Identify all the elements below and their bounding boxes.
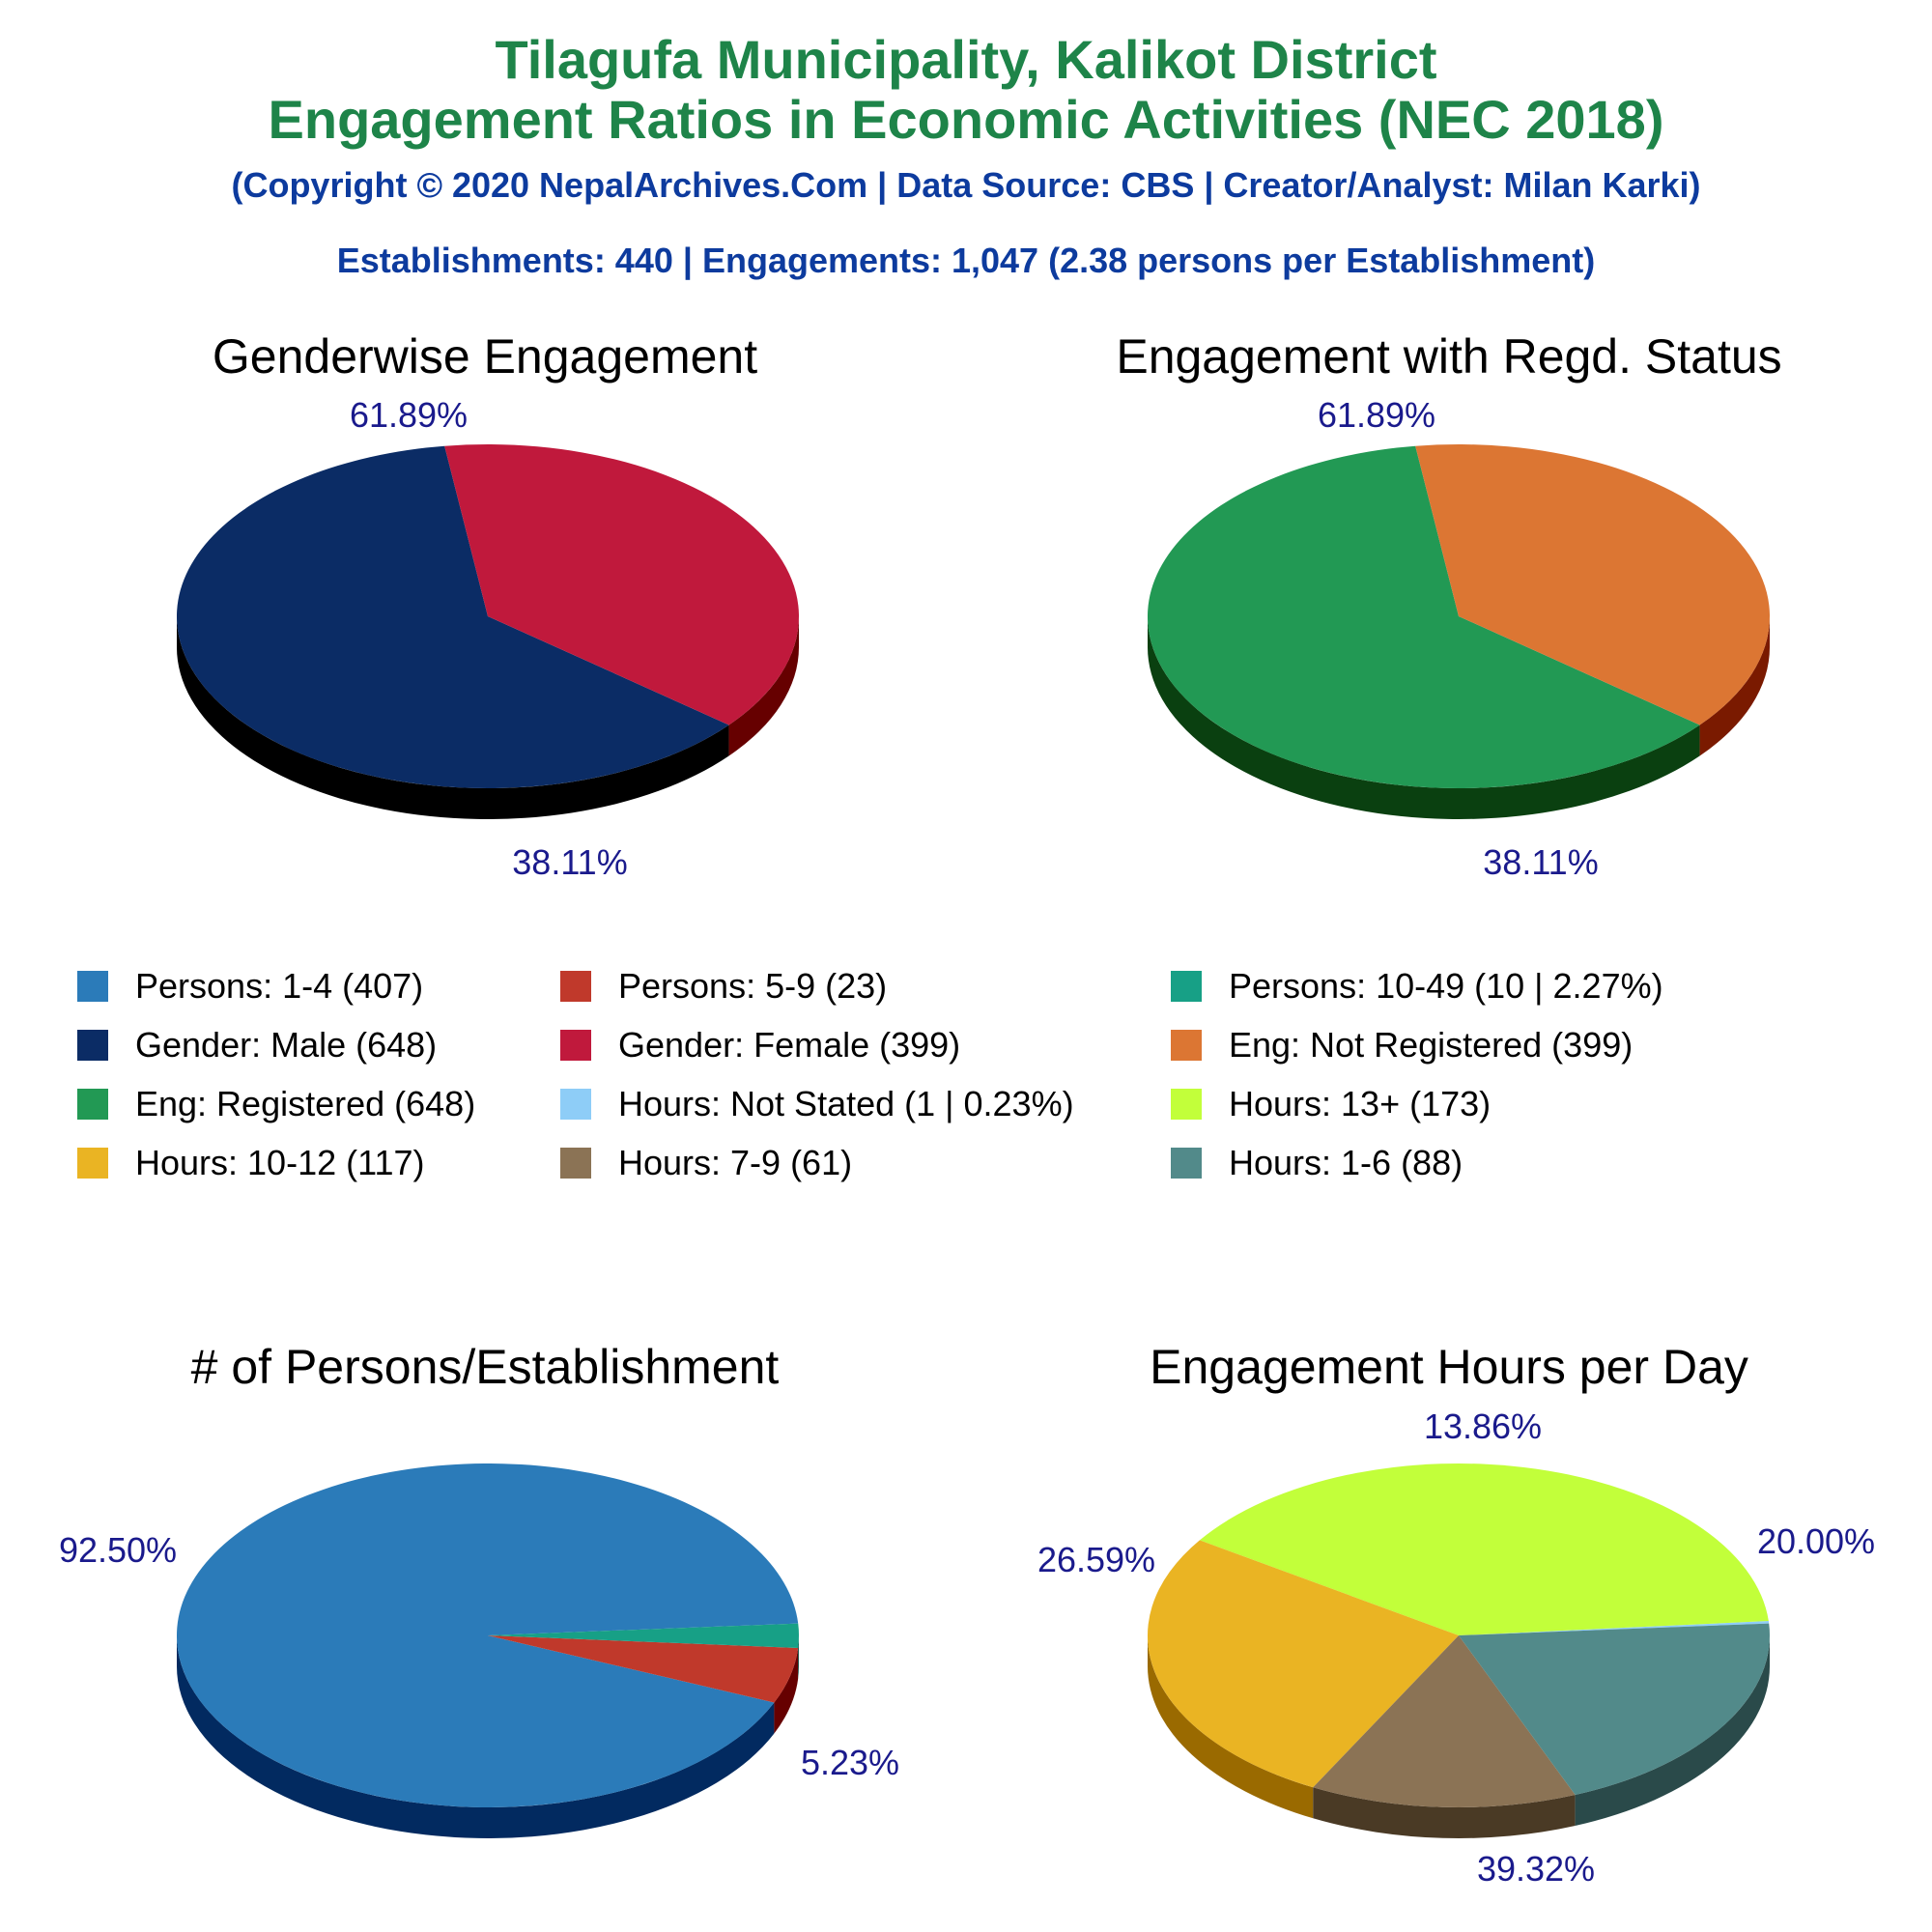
legend-swatch	[77, 1030, 108, 1061]
pie-side-eng-not-registered	[1699, 616, 1770, 756]
copyright-line: (Copyright © 2020 NepalArchives.Com | Da…	[231, 165, 1701, 205]
legend-swatch	[1171, 1030, 1202, 1061]
pie-title-regd: Engagement with Regd. Status	[1116, 329, 1782, 384]
pie-label: 26.59%	[1037, 1540, 1156, 1579]
pie-slice-persons-5-9	[488, 1635, 799, 1703]
pie-slice-persons-10-49	[488, 1623, 799, 1648]
legend-label: Eng: Registered (648)	[135, 1084, 476, 1123]
legend-label: Hours: 13+ (173)	[1229, 1084, 1492, 1123]
pie-side-hours-10-12	[1148, 1635, 1314, 1819]
pie-label: 92.50%	[58, 1530, 178, 1570]
legend-item: Eng: Not Registered (399)	[1171, 1025, 1633, 1065]
pie-slice-hours-13-	[1199, 1463, 1769, 1635]
legend-label: Hours: 10-12 (117)	[135, 1143, 425, 1182]
legend-item: Persons: 10-49 (10 | 2.27%)	[1171, 966, 1663, 1007]
pie-slice-persons-1-4	[177, 1463, 799, 1807]
pie-label: 5.23%	[800, 1743, 900, 1782]
pie-label: 38.11%	[1483, 842, 1599, 882]
pie-title-hours: Engagement Hours per Day	[1150, 1340, 1748, 1394]
pie-slice-hours-10-12	[1147, 1540, 1459, 1788]
legend-label: Hours: 7-9 (61)	[618, 1143, 853, 1182]
pie-side-gender-female	[728, 616, 800, 756]
pie-label: 61.89%	[349, 395, 469, 435]
pie-slice-gender-male	[176, 445, 729, 788]
legend-item: Hours: 1-6 (88)	[1171, 1143, 1463, 1183]
legend-item: Persons: 1-4 (407)	[77, 966, 423, 1007]
legend-item: Hours: 13+ (173)	[1171, 1084, 1491, 1124]
pie-slice-hours-7-9	[1313, 1635, 1576, 1808]
legend-swatch	[560, 971, 591, 1002]
main-title-line2: Engagement Ratios in Economic Activities…	[268, 89, 1664, 150]
pie-side-persons-5-9	[774, 1647, 799, 1734]
legend-item: Gender: Male (648)	[77, 1025, 437, 1065]
legend-item: Eng: Registered (648)	[77, 1084, 475, 1124]
legend-swatch	[560, 1089, 591, 1120]
pie-label: 20.00%	[1756, 1521, 1876, 1561]
pie-label: 38.11%	[512, 842, 628, 882]
legend-label: Persons: 1-4 (407)	[135, 966, 424, 1006]
legend-swatch	[77, 1089, 108, 1120]
legend-swatch	[77, 1148, 108, 1179]
summary-line: Establishments: 440 | Engagements: 1,047…	[336, 241, 1596, 280]
legend-swatch	[560, 1148, 591, 1179]
pie-side-hours-7-9	[1313, 1787, 1576, 1838]
legend-item: Persons: 5-9 (23)	[560, 966, 887, 1007]
legend-item: Hours: 7-9 (61)	[560, 1143, 852, 1183]
pie-slice-eng-registered	[1148, 445, 1700, 789]
legend-item: Hours: 10-12 (117)	[77, 1143, 424, 1183]
pie-label: 39.32%	[1476, 1849, 1596, 1889]
main-title-line1: Tilagufa Municipality, Kalikot District	[495, 29, 1437, 90]
legend-swatch	[77, 971, 108, 1002]
legend-swatch	[1171, 1089, 1202, 1120]
legend-label: Eng: Not Registered (399)	[1229, 1025, 1634, 1065]
pie-side-eng-registered	[1148, 616, 1700, 819]
pie-slice-hours-not-stated	[1459, 1621, 1770, 1635]
pie-side-gender-male	[176, 616, 729, 819]
legend-swatch	[1171, 971, 1202, 1002]
pie-title-gender: Genderwise Engagement	[212, 329, 758, 384]
pie-slice-gender-female	[444, 444, 799, 725]
legend-label: Gender: Male (648)	[135, 1025, 438, 1065]
legend-swatch	[1171, 1148, 1202, 1179]
pie-slice-eng-not-registered	[1415, 444, 1770, 725]
legend-item: Gender: Female (399)	[560, 1025, 960, 1065]
pie-side-hours-1-6	[1575, 1635, 1770, 1827]
legend-label: Persons: 10-49 (10 | 2.27%)	[1229, 966, 1663, 1006]
legend-label: Hours: 1-6 (88)	[1229, 1143, 1463, 1182]
pie-label: 61.89%	[1317, 395, 1436, 435]
legend-item: Hours: Not Stated (1 | 0.23%)	[560, 1084, 1074, 1124]
pie-title-persons: # of Persons/Establishment	[190, 1340, 780, 1394]
pie-label: 13.86%	[1423, 1406, 1543, 1446]
pie-side-persons-1-4	[177, 1635, 775, 1839]
legend-label: Hours: Not Stated (1 | 0.23%)	[618, 1084, 1074, 1123]
legend-swatch	[560, 1030, 591, 1061]
legend-label: Persons: 5-9 (23)	[618, 966, 888, 1006]
pie-slice-hours-1-6	[1459, 1623, 1770, 1796]
legend-label: Gender: Female (399)	[618, 1025, 961, 1065]
